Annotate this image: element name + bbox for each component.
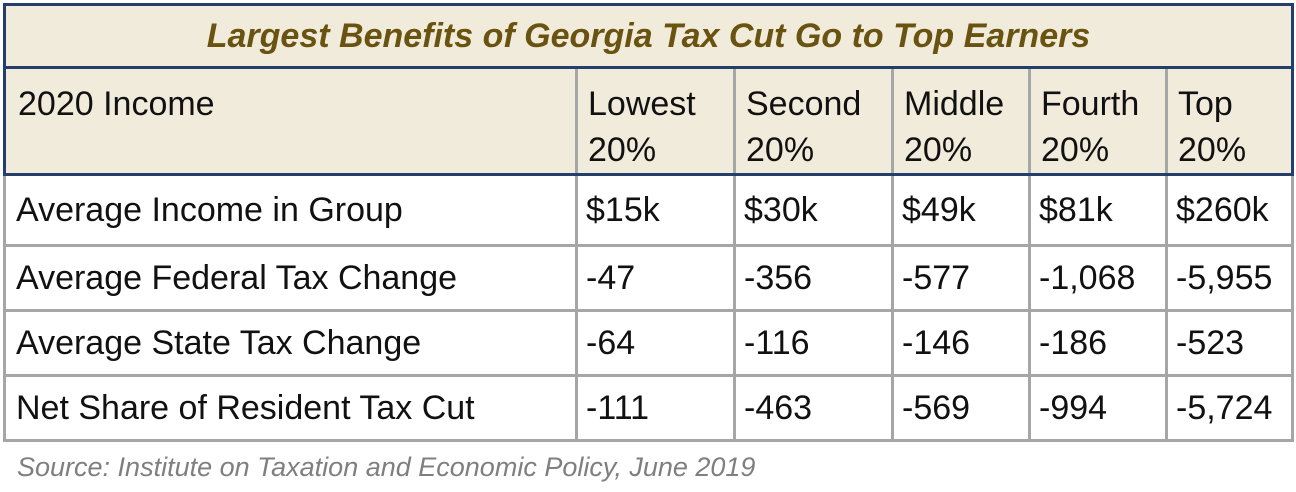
cell-value: -186 (1028, 309, 1168, 377)
row-label: Average Federal Tax Change (3, 244, 578, 312)
cell-value: -577 (891, 244, 1031, 312)
table-title: Largest Benefits of Georgia Tax Cut Go t… (2, 3, 1295, 69)
cell-value: -5,955 (1164, 244, 1295, 312)
table-row-state-tax-change: Average State Tax Change -64 -116 -146 -… (3, 309, 1295, 377)
cell-value: -1,068 (1028, 244, 1168, 312)
header-top-20: Top 20% (1164, 67, 1295, 176)
cell-value: -116 (733, 309, 894, 377)
header-second-20: Second 20% (733, 67, 894, 176)
table-row-average-income: Average Income in Group $15k $30k $49k $… (3, 173, 1295, 247)
header-row: 2020 Income Lowest 20% Second 20% Middle… (3, 67, 1295, 176)
row-label: Average Income in Group (3, 173, 578, 247)
table-row-federal-tax-change: Average Federal Tax Change -47 -356 -577… (3, 244, 1295, 312)
cell-value: -111 (575, 374, 736, 442)
cell-value: -463 (733, 374, 894, 442)
tax-cut-table-container: Largest Benefits of Georgia Tax Cut Go t… (2, 3, 1295, 442)
cell-value: -5,724 (1164, 374, 1295, 442)
row-label: Average State Tax Change (3, 309, 578, 377)
cell-value: -64 (575, 309, 736, 377)
cell-value: $49k (891, 173, 1031, 247)
cell-value: -994 (1028, 374, 1168, 442)
header-lowest-20: Lowest 20% (575, 67, 736, 176)
cell-value: $30k (733, 173, 894, 247)
row-label: Net Share of Resident Tax Cut (3, 374, 578, 442)
cell-value: -146 (891, 309, 1031, 377)
cell-value: $15k (575, 173, 736, 247)
cell-value: -47 (575, 244, 736, 312)
header-income-label: 2020 Income (3, 67, 578, 176)
table-row-net-share: Net Share of Resident Tax Cut -111 -463 … (3, 374, 1295, 442)
header-fourth-20: Fourth 20% (1028, 67, 1168, 176)
cell-value: -569 (891, 374, 1031, 442)
source-note: Source: Institute on Taxation and Econom… (17, 452, 756, 482)
cell-value: -356 (733, 244, 894, 312)
cell-value: -523 (1164, 309, 1295, 377)
cell-value: $81k (1028, 173, 1168, 247)
tax-cut-table: Largest Benefits of Georgia Tax Cut Go t… (2, 3, 1295, 442)
cell-value: $260k (1164, 173, 1295, 247)
header-middle-20: Middle 20% (891, 67, 1031, 176)
